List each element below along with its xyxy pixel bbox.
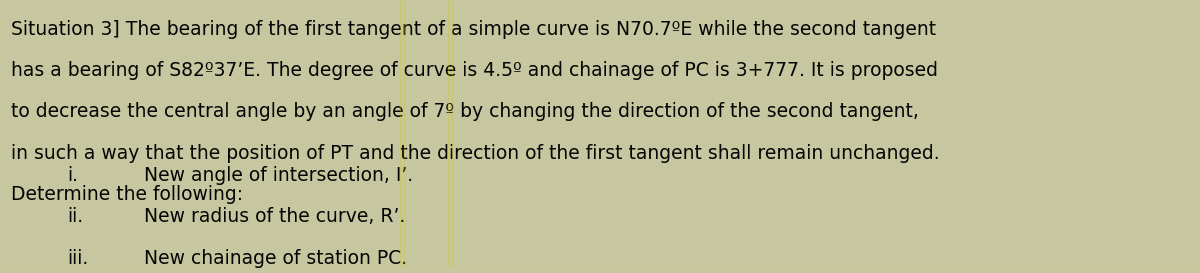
Text: New radius of the curve, R’.: New radius of the curve, R’. bbox=[144, 207, 406, 227]
Text: i.: i. bbox=[67, 166, 78, 185]
Text: Determine the following:: Determine the following: bbox=[11, 185, 244, 204]
Text: New angle of intersection, I’.: New angle of intersection, I’. bbox=[144, 166, 414, 185]
Text: ii.: ii. bbox=[67, 207, 83, 227]
Text: iii.: iii. bbox=[67, 249, 88, 268]
Text: New chainage of station PC.: New chainage of station PC. bbox=[144, 249, 408, 268]
Text: Situation 3] The bearing of the first tangent of a simple curve is N70.7ºE while: Situation 3] The bearing of the first ta… bbox=[11, 20, 936, 39]
Text: to decrease the central angle by an angle of 7º by changing the direction of the: to decrease the central angle by an angl… bbox=[11, 102, 919, 121]
Text: has a bearing of S82º37’E. The degree of curve is 4.5º and chainage of PC is 3+7: has a bearing of S82º37’E. The degree of… bbox=[11, 61, 938, 80]
Text: in such a way that the position of PT and the direction of the first tangent sha: in such a way that the position of PT an… bbox=[11, 144, 940, 163]
